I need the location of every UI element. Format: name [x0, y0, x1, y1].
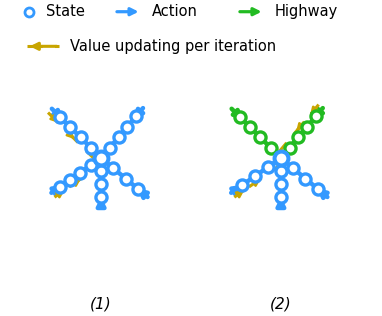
Text: State: State — [46, 4, 85, 19]
Text: Value updating per iteration: Value updating per iteration — [70, 39, 276, 54]
Text: Action: Action — [152, 4, 197, 19]
Text: Highway: Highway — [275, 4, 338, 19]
Text: (2): (2) — [270, 297, 292, 312]
Text: (1): (1) — [90, 297, 112, 312]
